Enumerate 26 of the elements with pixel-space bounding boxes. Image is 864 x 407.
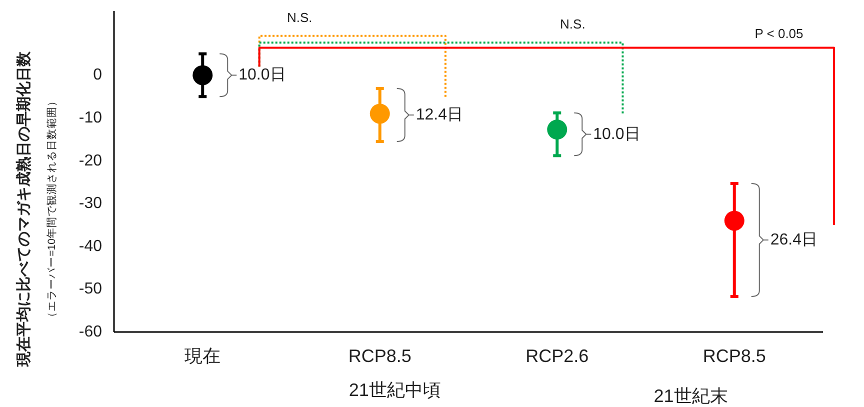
y-axis-title: 現在平均に比べてのマガキ成熟日の早期化日数 bbox=[16, 50, 32, 368]
y-tick-label: -50 bbox=[78, 280, 102, 298]
x-tick-label: RCP8.5 bbox=[348, 346, 412, 366]
text: 21世紀末 bbox=[654, 386, 728, 406]
annotation: 10.0日 bbox=[593, 126, 640, 143]
annotation: N.S. bbox=[286, 10, 312, 25]
y-tick-label: -30 bbox=[78, 195, 102, 212]
x-tick-label: 現在 bbox=[184, 346, 221, 366]
annotation: N.S. bbox=[560, 16, 586, 32]
annotation: 12.4日 bbox=[416, 106, 464, 124]
y-tick-label: -20 bbox=[78, 152, 102, 170]
text: （エラーバー=10年間で観測される日数範囲） bbox=[46, 96, 58, 322]
annotation: 10.0日 bbox=[238, 66, 286, 84]
point bbox=[192, 65, 213, 86]
y-tick-label: -10 bbox=[78, 110, 102, 126]
point bbox=[370, 104, 390, 124]
x-tick-label: RCP2.6 bbox=[526, 346, 589, 366]
x-tick-label: RCP8.5 bbox=[702, 346, 766, 366]
text: 21世紀中頃 bbox=[348, 380, 441, 400]
y-tick-label: 0 bbox=[93, 66, 102, 84]
y-tick-label: -40 bbox=[78, 238, 102, 255]
annotation: 26.4日 bbox=[770, 231, 818, 248]
point bbox=[724, 210, 744, 231]
annotation: P < 0.05 bbox=[754, 26, 804, 41]
y-tick-label: -60 bbox=[78, 324, 102, 340]
point bbox=[547, 120, 568, 140]
